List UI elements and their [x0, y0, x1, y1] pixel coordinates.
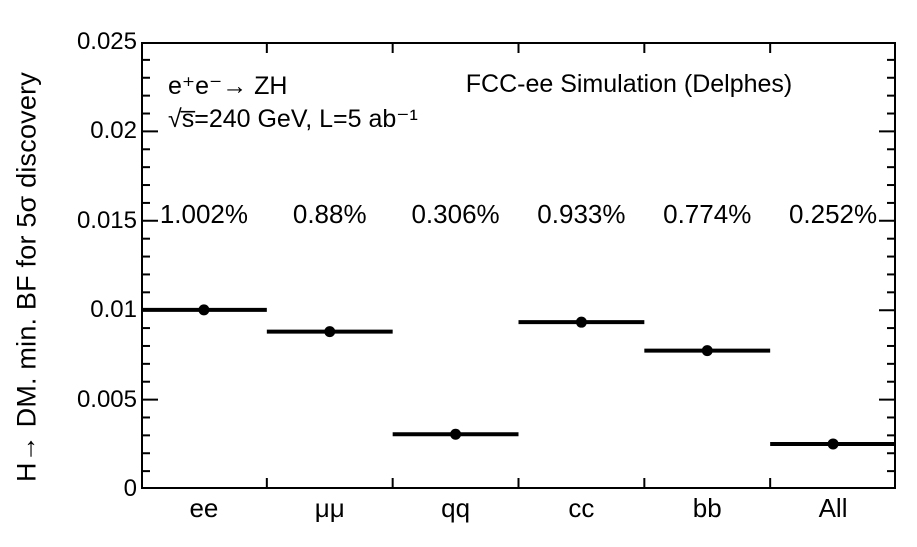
y-tick-label: 0.01 [90, 296, 137, 323]
data-point [518, 316, 645, 328]
annotation-label: 0.306% [411, 199, 500, 229]
y-axis-ticks [141, 58, 896, 473]
plot-title: FCC-ee Simulation (Delphes) [465, 70, 793, 98]
y-tick-label: 0.025 [76, 28, 137, 55]
marker [827, 438, 839, 450]
data-point [770, 438, 896, 450]
plot-canvas [141, 42, 896, 489]
x-category-label: bb [692, 493, 722, 523]
x-category-label: μμ [314, 493, 345, 523]
annotation-label: 0.88% [292, 199, 367, 229]
y-tick-label: 0 [123, 475, 137, 502]
annotation-label: 1.002% [159, 199, 248, 229]
data-series [141, 304, 896, 450]
annotation-row: 1.002% 0.88% 0.306% 0.933% 0.774% 0.252% [141, 199, 896, 230]
process-label: e⁺e⁻→ ZH [168, 72, 288, 100]
y-tick-label: 0.015 [76, 207, 137, 234]
y-tick-label: 0.02 [90, 117, 137, 144]
marker [198, 304, 210, 316]
in-plot-text-left: e⁺e⁻→ ZH √s̅=240 GeV, L=5 ab⁻¹ [168, 70, 418, 136]
x-axis-category-labels: ee μμ qq cc bb All [141, 493, 896, 524]
conditions-label: √s̅=240 GeV, L=5 ab⁻¹ [168, 105, 418, 133]
data-point [266, 326, 393, 338]
annotation-label: 0.252% [788, 199, 878, 229]
x-category-label: ee [189, 493, 219, 523]
marker [575, 316, 587, 328]
data-point [141, 304, 267, 316]
data-point [644, 345, 771, 357]
x-category-label: All [818, 493, 848, 523]
y-axis-title: H→ DM. min. BF for 5σ discovery [11, 72, 42, 482]
y-tick-label: 0.005 [76, 386, 137, 413]
annotation-label: 0.774% [663, 199, 752, 229]
data-point [392, 428, 519, 440]
marker [324, 326, 336, 338]
x-category-label: qq [441, 493, 471, 523]
annotation-label: 0.933% [537, 199, 626, 229]
marker [701, 345, 713, 357]
plot-area [141, 42, 896, 489]
x-axis-ticks [265, 42, 772, 489]
marker [450, 428, 462, 440]
x-category-label: cc [568, 493, 595, 523]
